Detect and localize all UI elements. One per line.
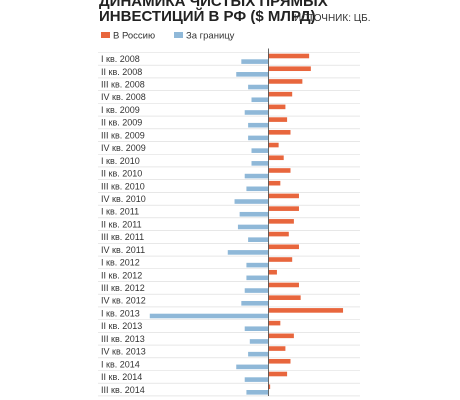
bar-russia <box>268 333 294 339</box>
bar-abroad <box>248 135 269 141</box>
category-label: II кв. 2008 <box>101 67 142 77</box>
category-label: I кв. 2010 <box>101 156 140 166</box>
legend: В Россию За границу <box>101 31 235 42</box>
bar-abroad <box>248 122 269 128</box>
bar-abroad <box>249 339 269 344</box>
bar-abroad <box>248 351 269 357</box>
category-label: III кв. 2013 <box>101 334 145 344</box>
legend-swatch-russia <box>101 32 110 38</box>
bar-russia <box>268 384 271 390</box>
bar-russia <box>268 193 299 199</box>
bar-russia <box>268 168 291 173</box>
category-label: III кв. 2011 <box>101 232 144 242</box>
chart-source: ИСТОЧНИК: ЦБ. <box>294 13 371 24</box>
bar-abroad <box>248 84 269 90</box>
bar-abroad <box>244 377 269 382</box>
category-label: III кв. 2010 <box>101 181 145 191</box>
bar-russia <box>268 358 291 364</box>
bar-russia <box>268 295 301 300</box>
category-label: III кв. 2008 <box>101 80 145 90</box>
category-label: III кв. 2014 <box>101 385 145 395</box>
chart-header: ДИНАМИКА ЧИСТЫХ ПРЯМЫХ ИНВЕСТИЦИЙ В РФ (… <box>99 0 371 25</box>
category-label: I кв. 2009 <box>101 105 140 115</box>
category-label: III кв. 2012 <box>101 283 145 293</box>
plot-area: I кв. 2008 II кв. 2008 III кв. 2008 IV кв. … <box>98 48 360 397</box>
bar-russia <box>268 53 310 59</box>
bar-russia <box>268 91 293 97</box>
bar-russia <box>268 206 299 211</box>
bar-abroad <box>149 313 269 319</box>
bar-russia <box>268 155 284 161</box>
bar-abroad <box>241 300 269 306</box>
bar-russia <box>268 219 294 224</box>
category-label: IV кв. 2013 <box>101 347 146 357</box>
category-label: IV кв. 2009 <box>101 143 146 153</box>
bar-abroad <box>236 364 269 370</box>
bar-russia <box>268 231 289 237</box>
category-label: I кв. 2012 <box>101 258 140 268</box>
category-label: II кв. 2010 <box>101 169 142 179</box>
bar-russia <box>268 320 281 326</box>
bar-abroad <box>237 224 269 230</box>
category-label: II кв. 2009 <box>101 118 142 128</box>
bar-abroad <box>251 148 269 153</box>
bar-russia <box>268 346 286 351</box>
bar-abroad <box>246 275 269 281</box>
bar-abroad <box>244 110 269 115</box>
legend-label-abroad: За границу <box>186 31 235 42</box>
category-label: I кв. 2014 <box>101 359 140 369</box>
bar-russia <box>268 180 281 186</box>
bar-russia <box>268 142 279 148</box>
category-label: II кв. 2012 <box>101 270 142 280</box>
bar-russia <box>268 282 299 288</box>
bar-abroad <box>241 59 269 64</box>
bar-russia <box>268 130 291 135</box>
bar-russia <box>268 79 303 84</box>
category-label: IV кв. 2011 <box>101 245 145 255</box>
category-label: IV кв. 2012 <box>101 296 146 306</box>
chart-title-line-2: ИНВЕСТИЦИЙ В РФ ($ МЛРД) <box>99 7 316 25</box>
chart-title-line-1: ДИНАМИКА ЧИСТЫХ ПРЯМЫХ <box>99 0 328 10</box>
category-label: IV кв. 2008 <box>101 92 146 102</box>
bar-abroad <box>248 237 269 242</box>
bar-abroad <box>251 161 269 166</box>
bar-abroad <box>244 326 269 332</box>
bar-abroad <box>246 186 269 192</box>
category-label: I кв. 2011 <box>101 207 139 217</box>
legend-label-russia: В Россию <box>113 31 155 42</box>
bar-russia <box>268 371 288 377</box>
category-label: III кв. 2009 <box>101 130 145 140</box>
category-label: II кв. 2011 <box>101 219 142 229</box>
category-label: II кв. 2014 <box>101 372 142 382</box>
bar-russia <box>268 244 299 250</box>
bar-abroad <box>251 97 269 103</box>
category-label: I кв. 2008 <box>101 54 140 64</box>
bar-russia <box>268 257 293 262</box>
bar-russia <box>268 117 288 122</box>
bar-abroad <box>239 211 269 217</box>
bar-abroad <box>246 390 269 395</box>
bar-russia <box>268 66 311 72</box>
bar-abroad <box>236 72 269 77</box>
bar-abroad <box>244 173 269 179</box>
bar-russia <box>268 308 344 313</box>
bar-russia <box>268 269 277 275</box>
bar-abroad <box>227 250 269 255</box>
legend-swatch-abroad <box>174 32 183 38</box>
bar-abroad <box>234 199 269 204</box>
category-label: I кв. 2013 <box>101 308 140 318</box>
bar-abroad <box>244 288 269 293</box>
bar-abroad <box>246 262 269 268</box>
bar-russia <box>268 104 286 110</box>
category-label: II кв. 2013 <box>101 321 142 331</box>
category-label: IV кв. 2010 <box>101 194 146 204</box>
